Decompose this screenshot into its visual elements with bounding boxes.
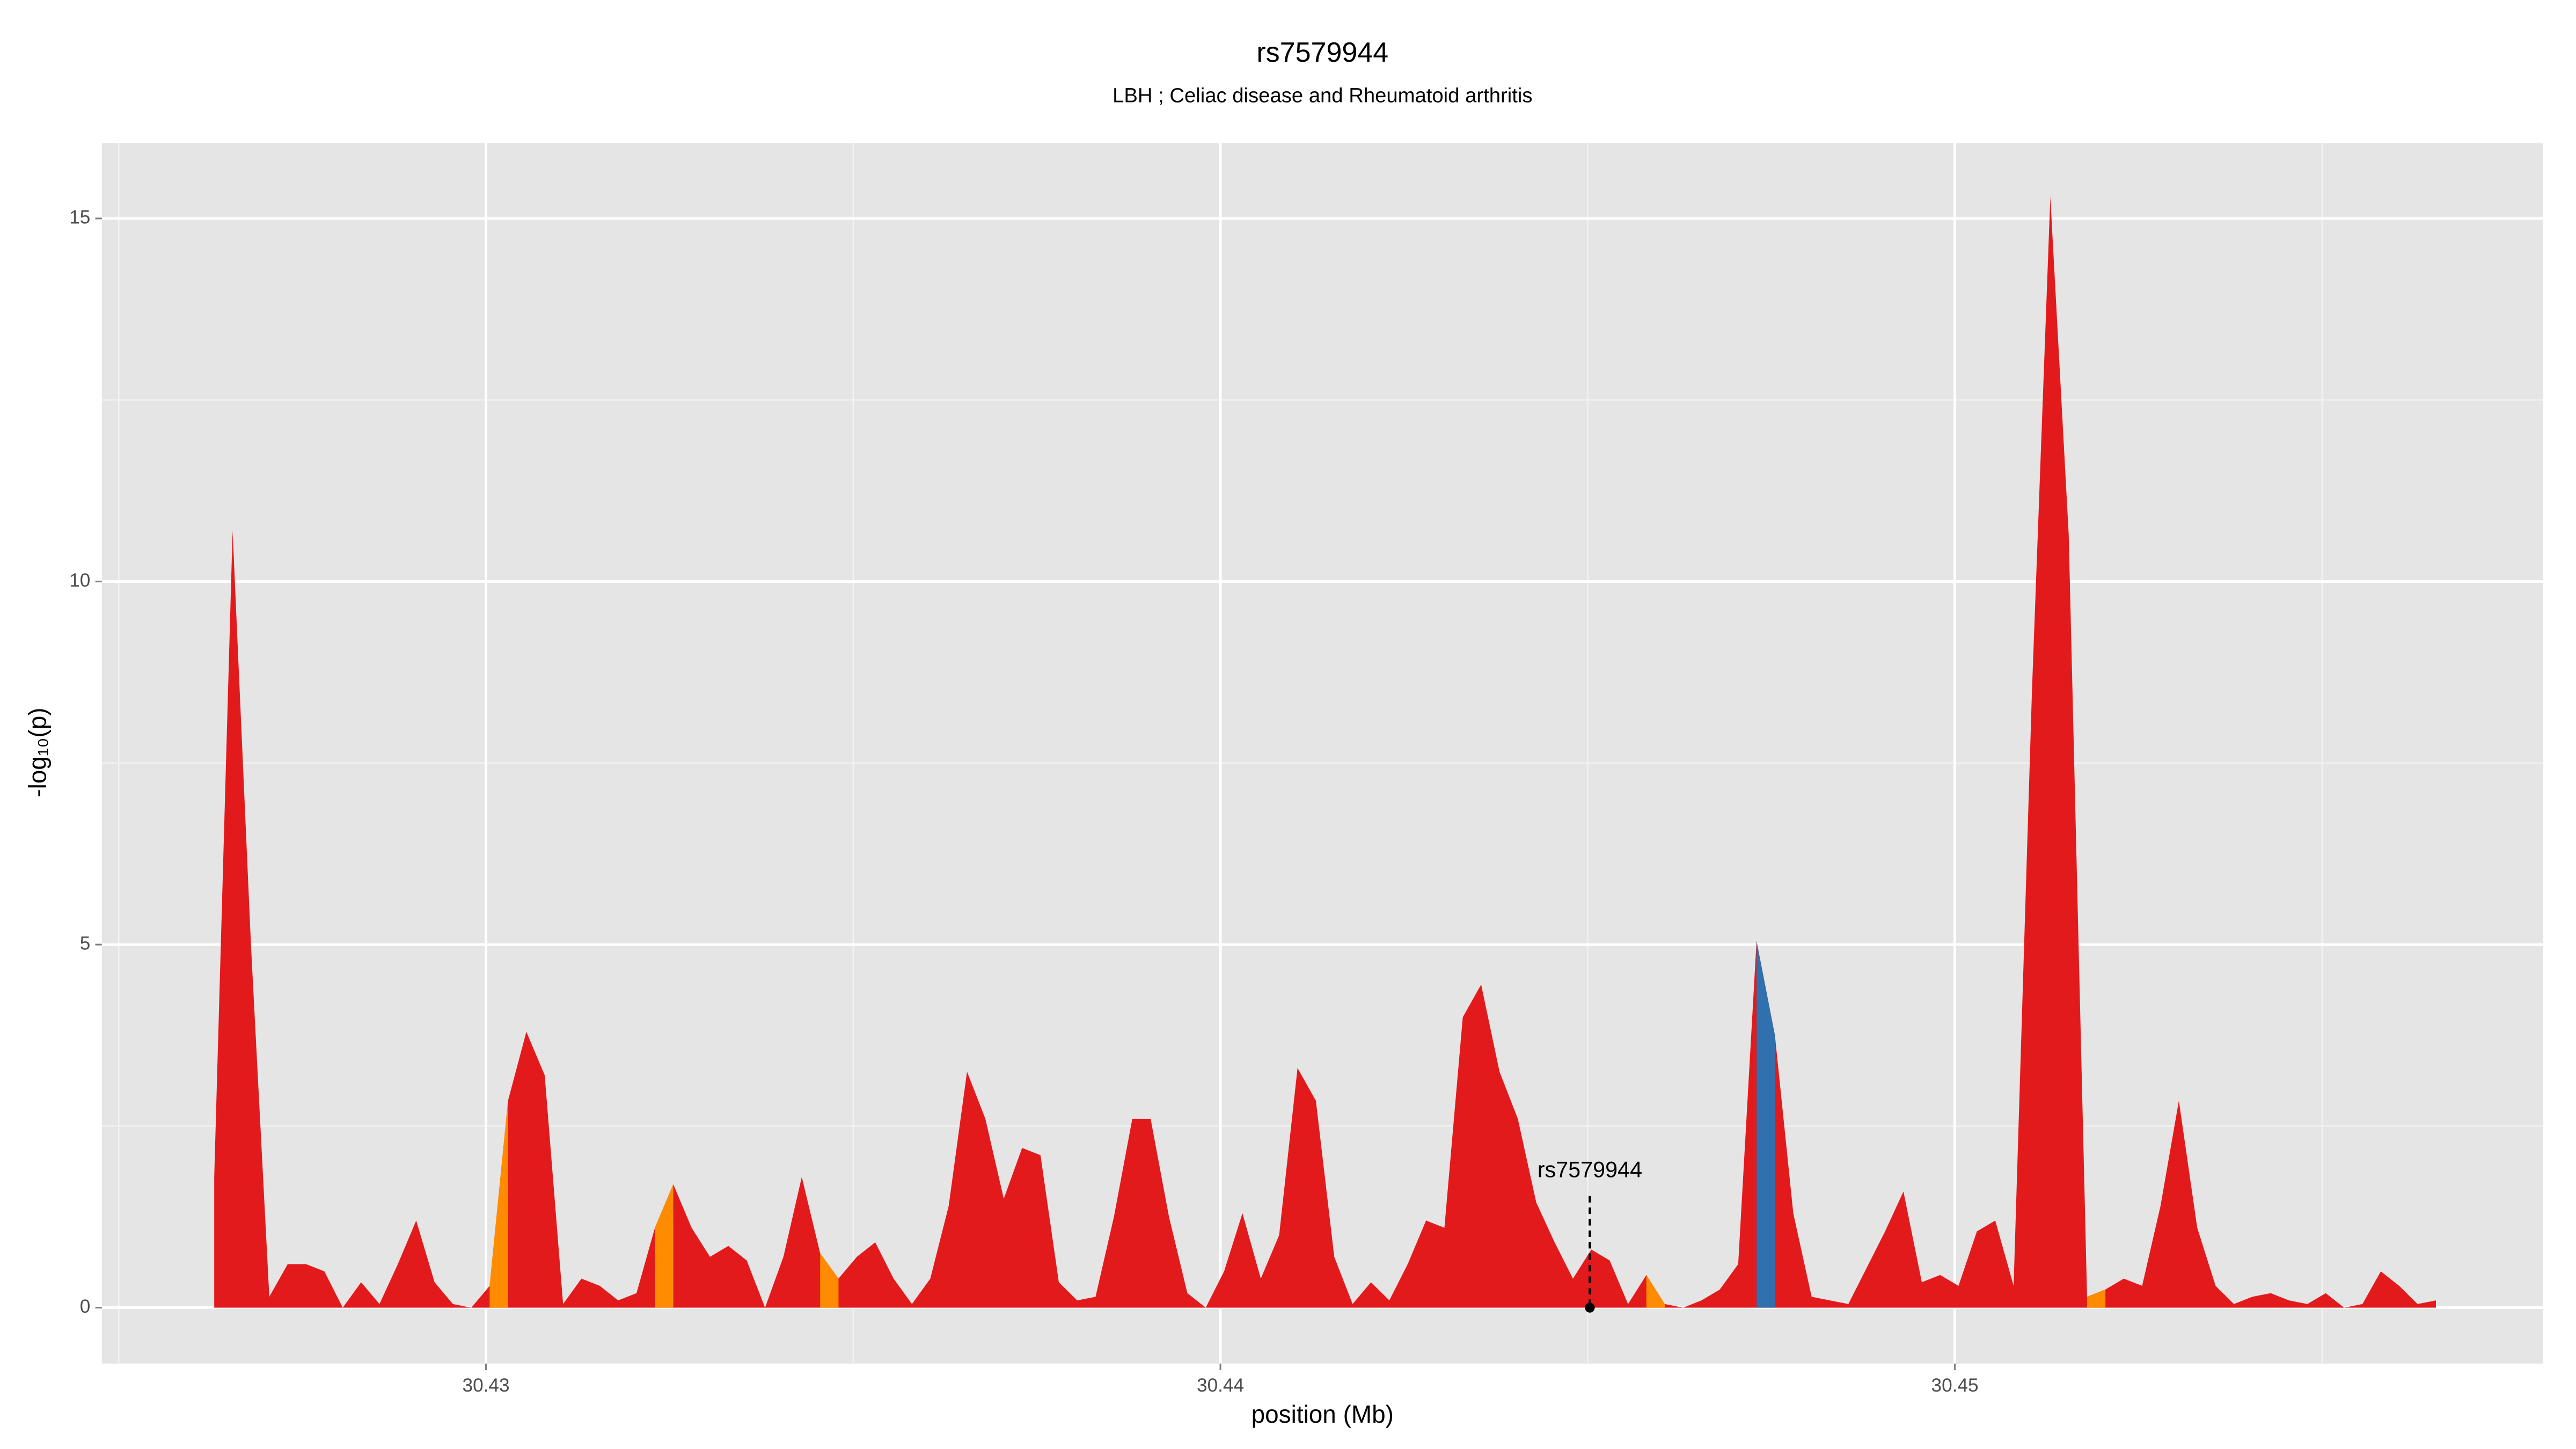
area-segment: [1646, 1275, 1665, 1308]
axes: 30.43 30.44 30.45 0 5 10 15: [69, 207, 1978, 1396]
area-segment: [655, 1184, 674, 1308]
y-tick-label: 5: [80, 933, 91, 954]
y-tick-label: 0: [80, 1296, 91, 1317]
y-tick-label: 10: [69, 570, 90, 591]
annotation-layer: rs7579944: [1538, 1157, 1642, 1313]
x-tick-label: 30.43: [463, 1375, 510, 1396]
y-axis-label: -log₁₀(p): [24, 707, 52, 797]
area-segment: [2087, 1289, 2106, 1308]
x-tick-label: 30.44: [1197, 1375, 1244, 1396]
area-segment: [820, 1253, 839, 1308]
area-segment: [1757, 941, 1775, 1308]
y-tick-label: 15: [69, 207, 90, 228]
chart-title: rs7579944: [1256, 37, 1388, 68]
area-segment: [489, 1101, 508, 1308]
x-tick-label: 30.45: [1931, 1375, 1979, 1396]
x-axis-label: position (Mb): [1252, 1400, 1394, 1428]
chart-subtitle: LBH ; Celiac disease and Rheumatoid arth…: [1113, 84, 1532, 107]
annotation-label: rs7579944: [1538, 1157, 1642, 1182]
annotation-point: [1585, 1302, 1595, 1313]
areas: [214, 196, 2436, 1308]
